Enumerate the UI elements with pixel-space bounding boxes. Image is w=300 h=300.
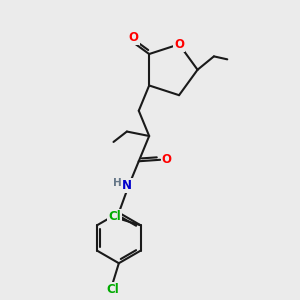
Text: O: O — [174, 38, 184, 51]
Text: O: O — [129, 31, 139, 44]
Text: Cl: Cl — [109, 211, 121, 224]
Text: O: O — [162, 153, 172, 166]
Text: Cl: Cl — [106, 283, 119, 296]
Text: N: N — [122, 179, 132, 192]
Text: H: H — [113, 178, 122, 188]
